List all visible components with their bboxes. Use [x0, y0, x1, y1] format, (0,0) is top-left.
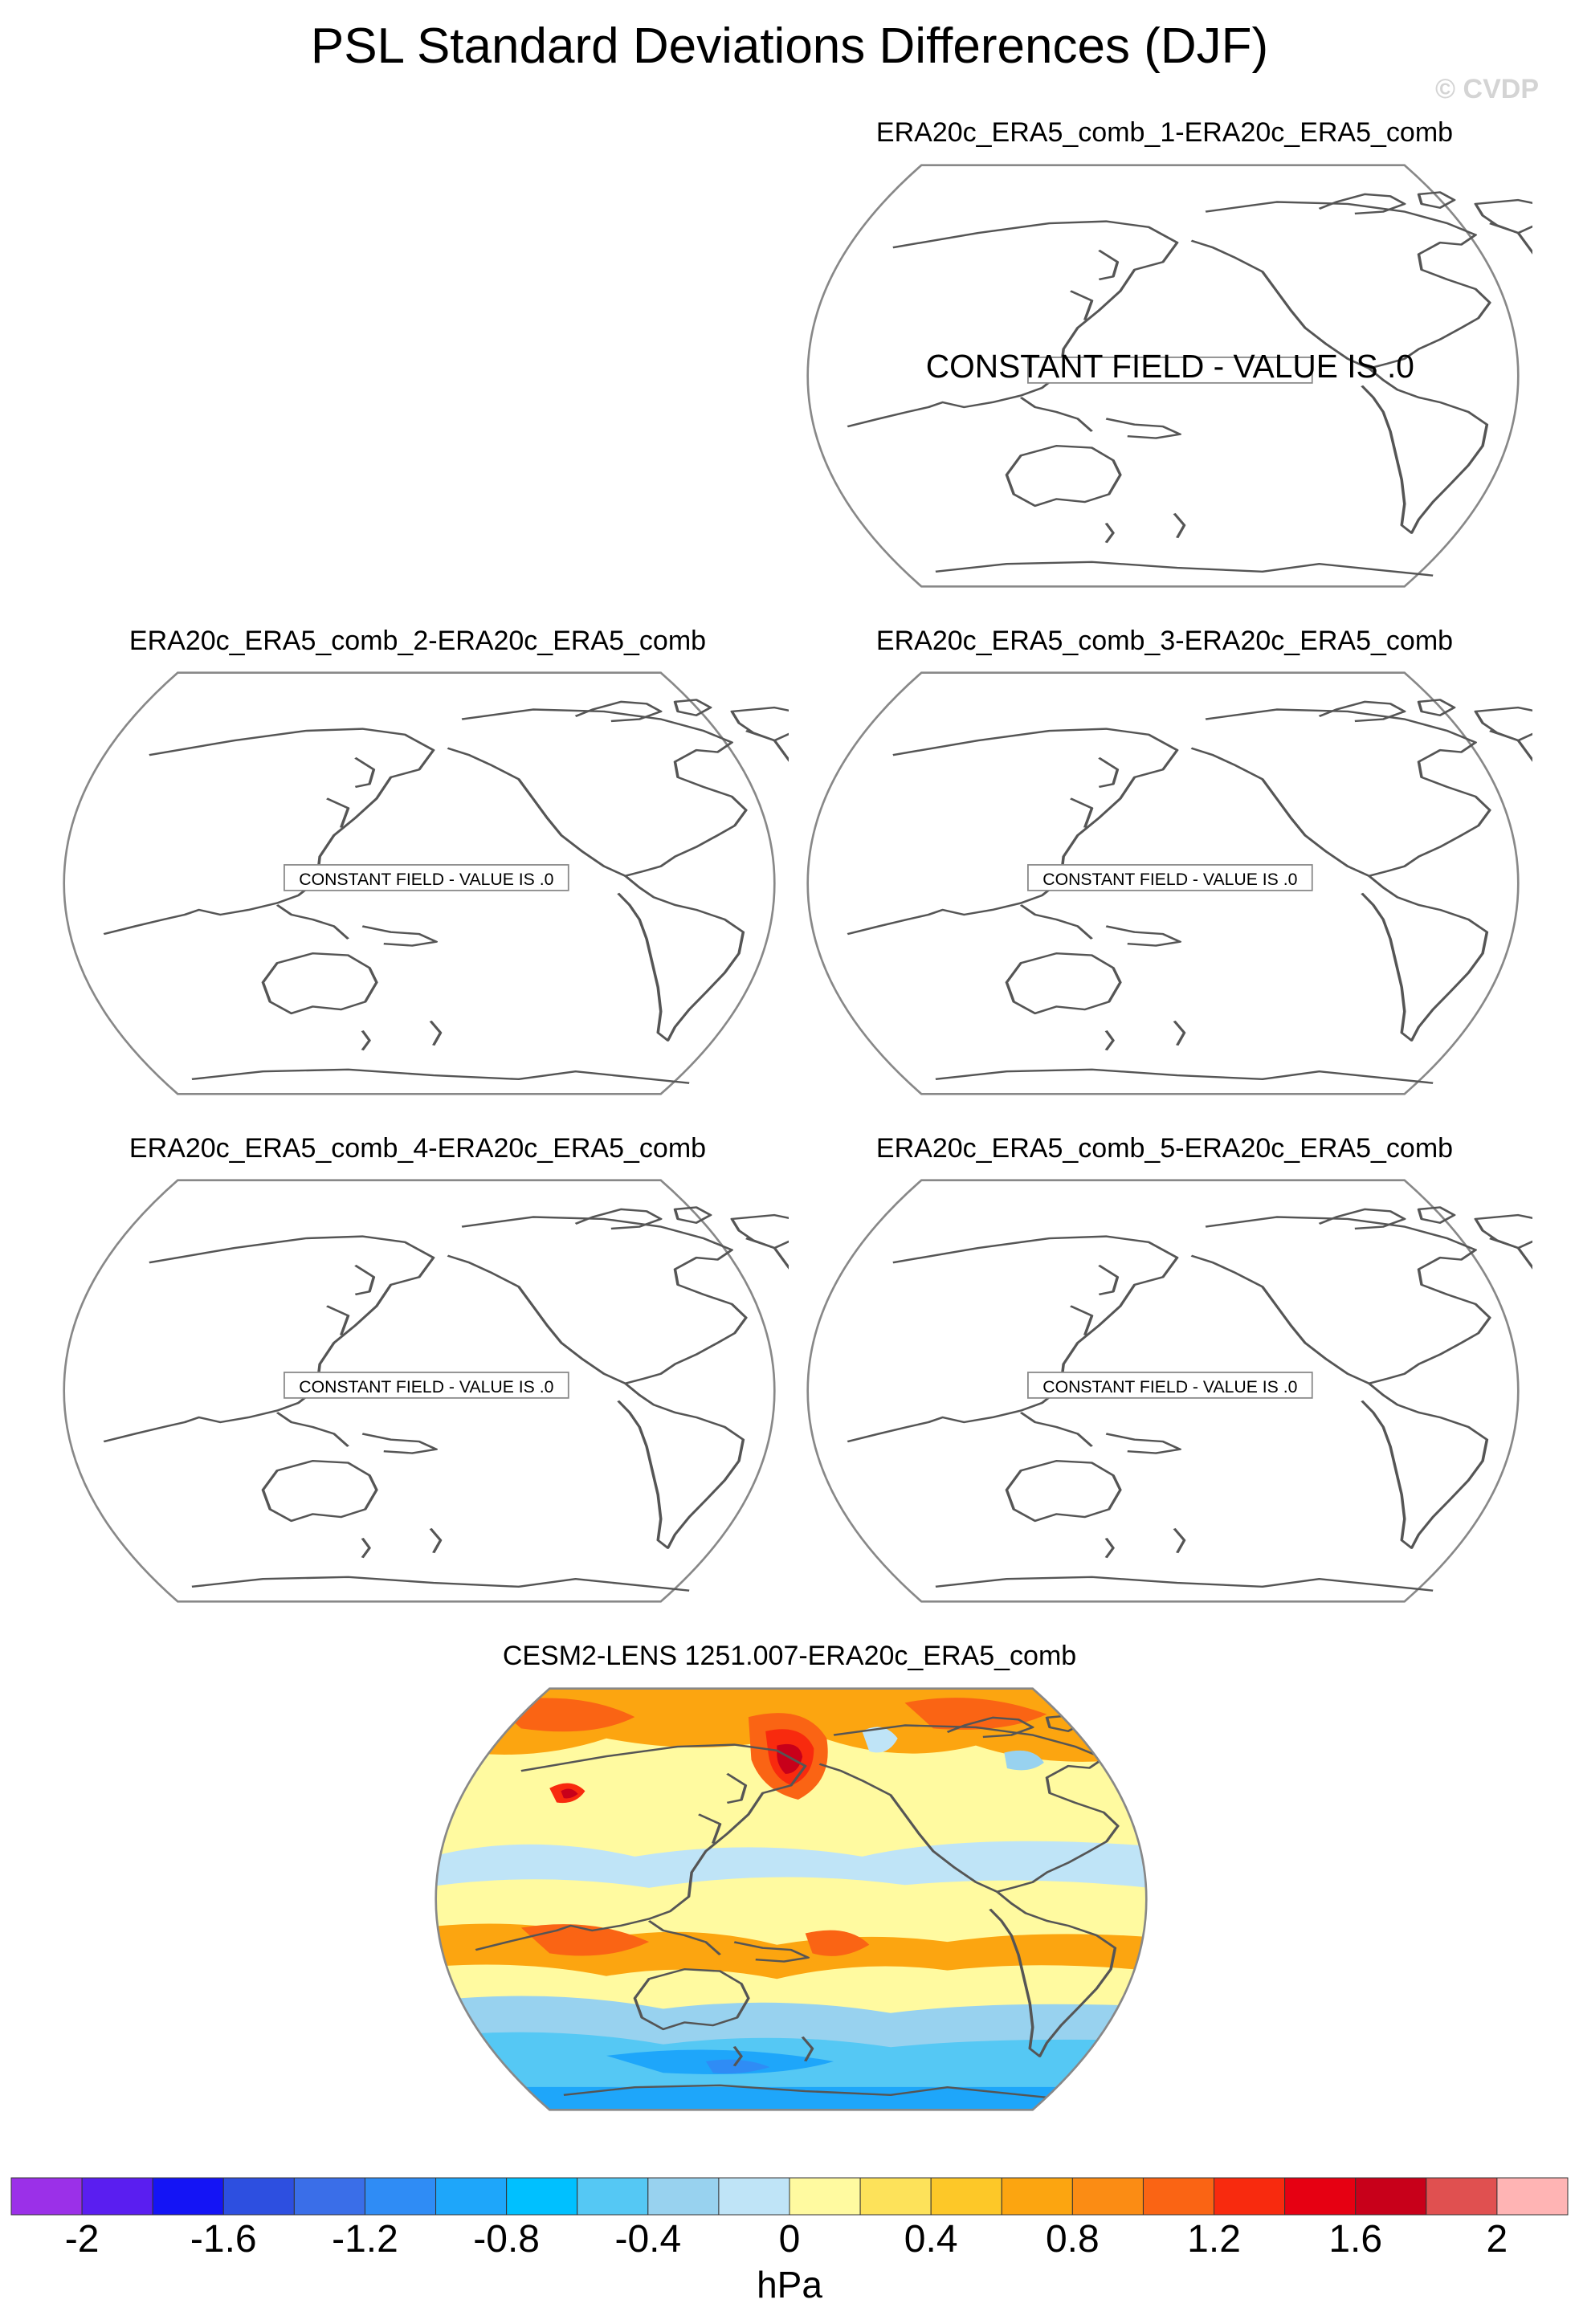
- colorbar-tick-label: -1.2: [332, 2218, 398, 2261]
- colorbar-tick-label: 0.8: [1045, 2218, 1100, 2261]
- map-panel-5: CONSTANT FIELD - VALUE IS .0: [806, 1179, 1532, 1603]
- colorbar-tick-label: 0.4: [904, 2218, 958, 2261]
- colorbar-swatch: [506, 2177, 578, 2216]
- map-panel-1: CONSTANT FIELD - VALUE IS .0: [806, 164, 1532, 588]
- panel-5-note: CONSTANT FIELD - VALUE IS .0: [1042, 1377, 1297, 1396]
- colorbar-swatch: [293, 2177, 365, 2216]
- colorbar-swatch: [577, 2177, 649, 2216]
- colorbar-swatch: [364, 2177, 437, 2216]
- panel-3-note: CONSTANT FIELD - VALUE IS .0: [1042, 870, 1297, 889]
- colorbar-swatch: [1355, 2177, 1427, 2216]
- colorbar-swatch: [81, 2177, 153, 2216]
- map-panel-3: CONSTANT FIELD - VALUE IS .0: [806, 671, 1532, 1095]
- colorbar-swatch: [1071, 2177, 1144, 2216]
- colorbar-swatch: [1142, 2177, 1215, 2216]
- map-panel-4: CONSTANT FIELD - VALUE IS .0: [63, 1179, 789, 1603]
- colorbar-swatch: [1214, 2177, 1286, 2216]
- colorbar-tick-label: 1.2: [1187, 2218, 1241, 2261]
- colorbar-swatch: [859, 2177, 932, 2216]
- panel-2-note: CONSTANT FIELD - VALUE IS .0: [299, 870, 553, 889]
- panel-4-title: ERA20c_ERA5_comb_4-ERA20c_ERA5_comb: [129, 1133, 707, 1164]
- panel-1-note: CONSTANT FIELD - VALUE IS .0: [926, 348, 1414, 385]
- colorbar-swatch: [1284, 2177, 1357, 2216]
- colorbar-tick-label: 2: [1486, 2218, 1508, 2261]
- figure-title: PSL Standard Deviations Differences (DJF…: [310, 18, 1269, 74]
- map-panel-2: CONSTANT FIELD - VALUE IS .0: [63, 671, 789, 1095]
- panel-3-title: ERA20c_ERA5_comb_3-ERA20c_ERA5_comb: [875, 626, 1454, 656]
- colorbar-swatch: [1001, 2177, 1073, 2216]
- colorbar-swatch: [222, 2177, 295, 2216]
- colorbar-tick-label: -0.4: [614, 2218, 682, 2261]
- colorbar-tick-label: -1.6: [190, 2218, 257, 2261]
- colorbar-tick-label: 1.6: [1328, 2218, 1383, 2261]
- colorbar-swatch: [647, 2177, 720, 2216]
- panel-5-title: ERA20c_ERA5_comb_5-ERA20c_ERA5_comb: [875, 1133, 1454, 1164]
- colorbar-swatch: [930, 2177, 1002, 2216]
- colorbar-units: hPa: [757, 2264, 822, 2306]
- panel-2-title: ERA20c_ERA5_comb_2-ERA20c_ERA5_comb: [129, 626, 707, 656]
- colorbar-tick-label: -0.8: [473, 2218, 540, 2261]
- panel-6-title: CESM2-LENS 1251.007-ERA20c_ERA5_comb: [502, 1641, 1077, 1671]
- panel-4-note: CONSTANT FIELD - VALUE IS .0: [299, 1377, 553, 1396]
- colorbar-tick-label: -2: [64, 2218, 100, 2261]
- colorbar-swatch: [789, 2177, 861, 2216]
- colorbar-tick-label: 0: [778, 2218, 801, 2261]
- watermark: © CVDP: [1435, 74, 1539, 104]
- colorbar-swatch: [1426, 2177, 1498, 2216]
- colorbar-swatch: [435, 2177, 508, 2216]
- panel-1-title: ERA20c_ERA5_comb_1-ERA20c_ERA5_comb: [875, 117, 1454, 148]
- colorbar-swatch: [152, 2177, 224, 2216]
- map-panel-6-field: [435, 1687, 1148, 2111]
- colorbar-swatch: [10, 2177, 83, 2216]
- colorbar-swatch: [718, 2177, 790, 2216]
- colorbar-swatch: [1496, 2177, 1569, 2216]
